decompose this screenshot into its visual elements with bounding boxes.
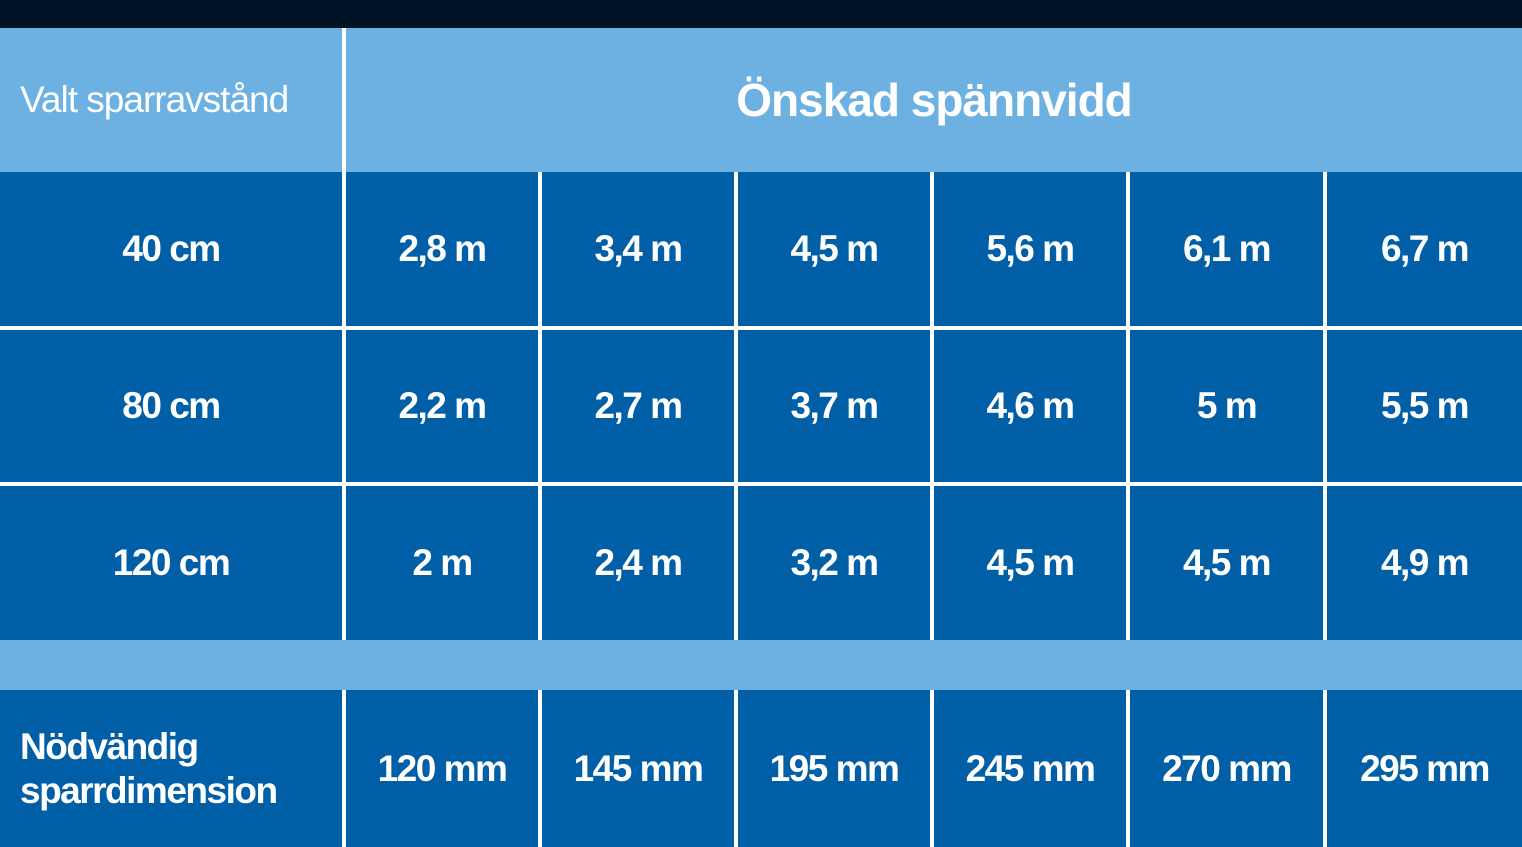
span-cell: 6,7 m xyxy=(1327,172,1522,326)
span-cell: 3,4 m xyxy=(542,172,734,326)
span-cell: 5,6 m xyxy=(934,172,1126,326)
dimension-cell: 195 mm xyxy=(738,690,930,847)
dimension-cell: 145 mm xyxy=(542,690,734,847)
span-cell: 6,1 m xyxy=(1130,172,1323,326)
row-label: 120 cm xyxy=(0,486,342,640)
footer-label: Nödvändig sparrdimension xyxy=(0,690,342,847)
separator-band xyxy=(0,640,1522,690)
dimension-cell: 120 mm xyxy=(346,690,538,847)
span-cell: 4,6 m xyxy=(934,330,1126,482)
row-label: 80 cm xyxy=(0,330,342,482)
span-cell: 3,2 m xyxy=(738,486,930,640)
span-cell: 4,5 m xyxy=(934,486,1126,640)
row-label: 40 cm xyxy=(0,172,342,326)
span-cell: 2,8 m xyxy=(346,172,538,326)
span-cell: 2 m xyxy=(346,486,538,640)
span-cell: 2,4 m xyxy=(542,486,734,640)
span-cell: 4,5 m xyxy=(1130,486,1323,640)
top-bar xyxy=(0,0,1522,28)
span-cell: 3,7 m xyxy=(738,330,930,482)
dimension-cell: 270 mm xyxy=(1130,690,1323,847)
span-cell: 2,2 m xyxy=(346,330,538,482)
span-cell: 5 m xyxy=(1130,330,1323,482)
span-cell: 4,5 m xyxy=(738,172,930,326)
dimension-cell: 295 mm xyxy=(1327,690,1522,847)
span-cell: 2,7 m xyxy=(542,330,734,482)
dimension-cell: 245 mm xyxy=(934,690,1126,847)
span-cell: 4,9 m xyxy=(1327,486,1522,640)
header-row-label: Valt sparravstånd xyxy=(0,28,342,172)
header-column-group: Önskad spännvidd xyxy=(346,28,1522,172)
span-cell: 5,5 m xyxy=(1327,330,1522,482)
